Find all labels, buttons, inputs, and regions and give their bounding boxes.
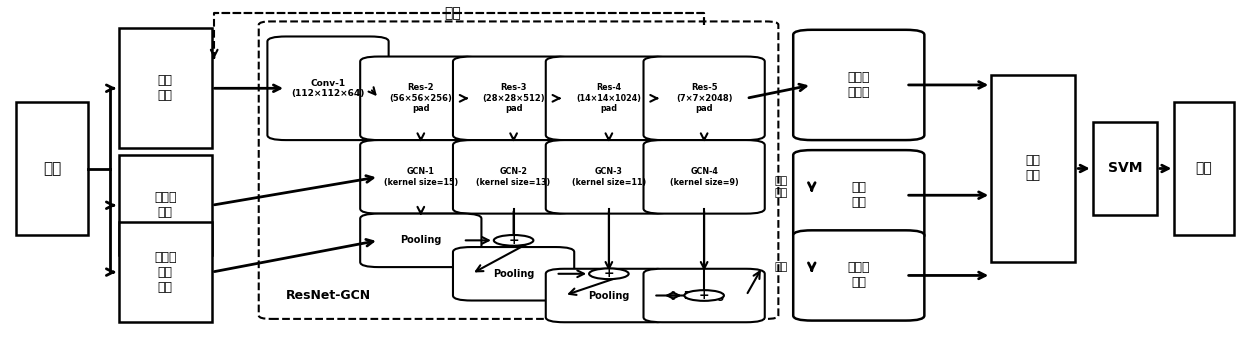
Text: Res-5
(7×7×2048)
pad: Res-5 (7×7×2048) pad	[676, 84, 733, 113]
FancyBboxPatch shape	[794, 150, 924, 240]
Text: Pooling: Pooling	[494, 269, 534, 279]
FancyBboxPatch shape	[644, 57, 765, 140]
FancyBboxPatch shape	[1174, 102, 1234, 235]
Text: 融合: 融合	[774, 262, 787, 272]
Text: 原始图
像特征: 原始图 像特征	[847, 71, 870, 99]
FancyBboxPatch shape	[794, 30, 924, 140]
Text: 结果: 结果	[1195, 161, 1213, 176]
Text: Res-3
(28×28×512)
pad: Res-3 (28×28×512) pad	[482, 84, 544, 113]
Text: 金字塔
切割
子图: 金字塔 切割 子图	[154, 251, 176, 294]
Text: 主体
特征: 主体 特征	[852, 181, 867, 209]
FancyBboxPatch shape	[453, 57, 574, 140]
FancyBboxPatch shape	[546, 140, 672, 214]
Text: Pooling: Pooling	[683, 290, 725, 301]
Text: Res-2
(56×56×256)
pad: Res-2 (56×56×256) pad	[389, 84, 453, 113]
Circle shape	[589, 269, 629, 279]
Text: Pooling: Pooling	[588, 290, 630, 301]
Text: 显著主
体图: 显著主 体图	[154, 191, 176, 219]
Text: 决策
融合: 决策 融合	[1025, 154, 1040, 183]
FancyBboxPatch shape	[119, 155, 212, 255]
FancyBboxPatch shape	[453, 140, 574, 214]
FancyBboxPatch shape	[16, 102, 88, 235]
Text: SVM: SVM	[1107, 161, 1142, 176]
Text: 训练: 训练	[445, 6, 461, 20]
Text: ResNet-GCN: ResNet-GCN	[286, 289, 371, 302]
Text: Res-4
(14×14×1024)
pad: Res-4 (14×14×1024) pad	[577, 84, 641, 113]
Text: +: +	[508, 234, 518, 247]
Text: +: +	[604, 267, 614, 280]
FancyBboxPatch shape	[360, 140, 481, 214]
FancyBboxPatch shape	[644, 140, 765, 214]
Text: GCN-3
(kernel size=11): GCN-3 (kernel size=11)	[572, 167, 646, 187]
FancyBboxPatch shape	[1092, 122, 1157, 215]
Circle shape	[494, 235, 533, 246]
FancyBboxPatch shape	[119, 222, 212, 322]
FancyBboxPatch shape	[453, 247, 574, 301]
Text: 图像: 图像	[43, 161, 61, 176]
Circle shape	[684, 290, 724, 301]
Text: 金字塔
特征: 金字塔 特征	[847, 262, 870, 289]
FancyBboxPatch shape	[644, 269, 765, 322]
Text: 情感
分数: 情感 分数	[774, 176, 787, 198]
FancyBboxPatch shape	[546, 269, 672, 322]
Text: +: +	[699, 289, 709, 302]
Text: GCN-2
(kernel size=13): GCN-2 (kernel size=13)	[476, 167, 551, 187]
FancyBboxPatch shape	[259, 22, 779, 319]
Text: GCN-4
(kernel size=9): GCN-4 (kernel size=9)	[670, 167, 739, 187]
Text: 原始
图像: 原始 图像	[157, 74, 172, 102]
Text: Pooling: Pooling	[401, 235, 441, 245]
FancyBboxPatch shape	[991, 75, 1075, 262]
FancyBboxPatch shape	[546, 57, 672, 140]
FancyBboxPatch shape	[794, 230, 924, 320]
FancyBboxPatch shape	[360, 214, 481, 267]
FancyBboxPatch shape	[360, 57, 481, 140]
Text: GCN-1
(kernel size=15): GCN-1 (kernel size=15)	[383, 167, 458, 187]
Text: Conv-1
(112×112×64): Conv-1 (112×112×64)	[291, 79, 365, 98]
FancyBboxPatch shape	[268, 36, 388, 140]
FancyBboxPatch shape	[119, 28, 212, 148]
